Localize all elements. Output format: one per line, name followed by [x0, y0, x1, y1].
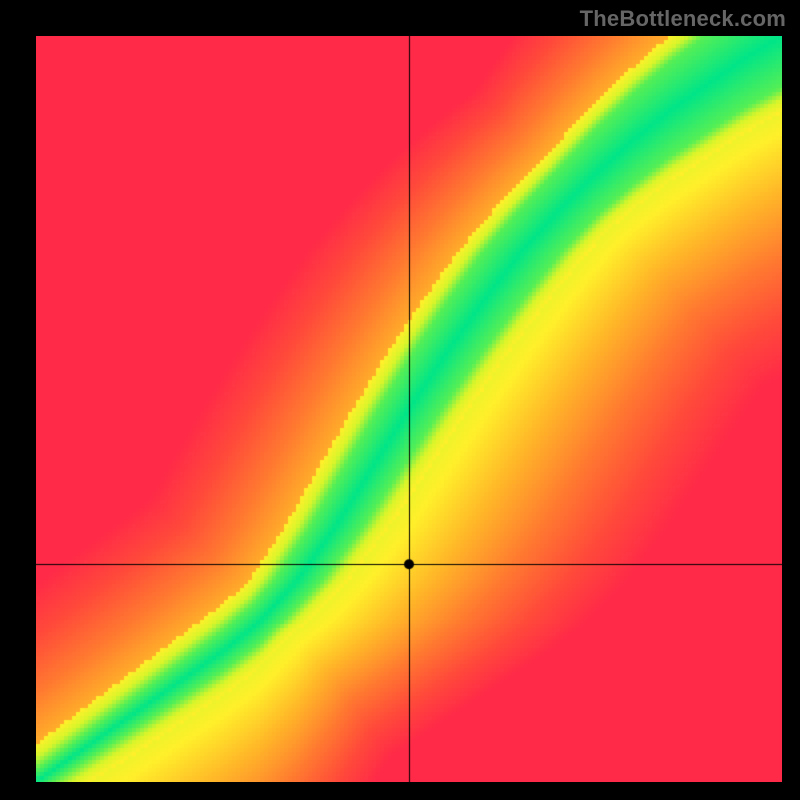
watermark-text: TheBottleneck.com [580, 6, 786, 32]
chart-container: TheBottleneck.com [0, 0, 800, 800]
bottleneck-heatmap [36, 36, 782, 782]
